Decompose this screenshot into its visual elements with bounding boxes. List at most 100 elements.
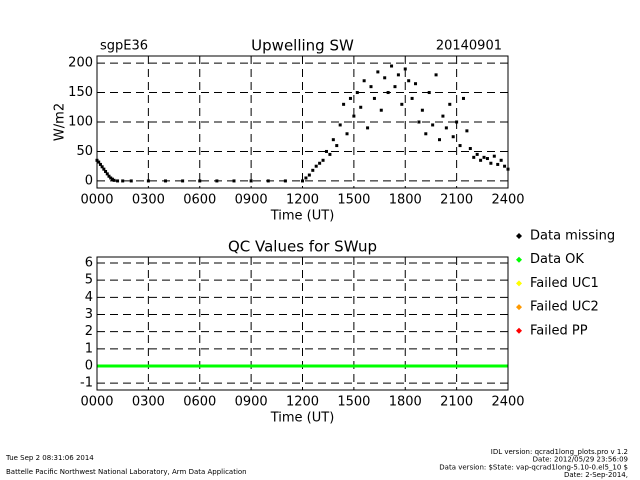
footer-right: Data version: $State: vap-qcrad1long-5.1… (439, 463, 628, 471)
data-point (266, 179, 270, 183)
x-tick-label: 0900 (235, 193, 268, 208)
x-tick-label: 1200 (286, 193, 319, 208)
legend-label: Data missing (530, 229, 615, 244)
y-tick-label: 0 (85, 173, 93, 188)
data-point (301, 179, 304, 183)
data-point (499, 158, 503, 162)
data-point (441, 114, 445, 118)
x-tick-label: 1800 (389, 395, 422, 410)
data-point (496, 162, 500, 166)
x-tick-label: 1800 (389, 193, 422, 208)
plot-frame (96, 55, 509, 189)
legend-marker (516, 280, 522, 287)
footer-right: Date: 2-Sep-2014, (564, 471, 628, 479)
legend-label: Failed UC1 (530, 276, 599, 291)
data-point (489, 161, 493, 165)
data-point (324, 149, 328, 153)
x-tick-label: 1200 (286, 395, 319, 410)
data-point (107, 174, 111, 178)
legend-marker (516, 233, 522, 239)
data-point (338, 123, 342, 127)
x-tick-label: 0300 (132, 395, 165, 410)
data-point (396, 73, 400, 77)
data-point (304, 176, 308, 180)
data-point (492, 154, 496, 158)
y-tick-label: 50 (76, 144, 93, 159)
data-point (465, 129, 469, 133)
date-label: 20140901 (436, 39, 502, 54)
data-point (410, 96, 414, 100)
y-tick-label: 2 (85, 324, 93, 339)
data-point (376, 70, 380, 74)
x-axis-label: Time (UT) (270, 209, 335, 224)
data-point (328, 152, 332, 156)
x-tick-label: 0600 (183, 193, 216, 208)
data-point (431, 123, 435, 127)
data-point (307, 173, 311, 177)
y-tick-label: 1 (85, 341, 93, 356)
x-tick-label: 2400 (491, 193, 524, 208)
legend-marker (516, 256, 522, 263)
y-tick-label: 0 (85, 358, 93, 373)
legend-label: Failed PP (530, 323, 588, 338)
data-point (366, 126, 370, 130)
y-tick-label: 100 (68, 115, 93, 130)
data-point (345, 132, 349, 136)
data-point (359, 105, 363, 109)
data-point (485, 157, 489, 161)
y-axis-label: W/m2 (53, 103, 68, 141)
data-point (444, 126, 448, 130)
data-point (438, 138, 441, 142)
x-tick-label: 0000 (80, 395, 113, 410)
data-point (104, 170, 108, 173)
y-tick-label: 6 (85, 256, 93, 271)
data-point (386, 91, 390, 95)
data-point (403, 67, 407, 71)
legend-marker (516, 304, 522, 311)
data-point (458, 144, 462, 148)
x-tick-label: 1500 (337, 193, 370, 208)
x-tick-label: 0000 (80, 193, 113, 208)
data-point (318, 161, 322, 165)
data-point (448, 102, 452, 106)
data-point (434, 73, 438, 77)
data-point (110, 177, 114, 181)
data-point (181, 179, 185, 183)
data-point (400, 102, 404, 106)
legend-label: Data OK (530, 252, 584, 267)
x-tick-label: 2100 (440, 193, 473, 208)
data-point (97, 160, 101, 164)
plot-frame (96, 256, 509, 391)
x-tick-label: 1500 (337, 395, 370, 410)
data-point (335, 144, 339, 148)
data-point (105, 172, 109, 176)
data-point (198, 179, 202, 183)
data-point (420, 108, 424, 112)
footer-left: Tue Sep 2 08:31:06 2014 (5, 454, 94, 462)
data-point (112, 178, 116, 182)
y-tick-label: 4 (85, 290, 93, 305)
x-tick-label: 0900 (235, 395, 268, 410)
data-point (342, 102, 346, 106)
data-point (383, 76, 387, 80)
x-tick-label: 2100 (440, 395, 473, 410)
data-point (475, 152, 479, 156)
y-tick-label: 200 (68, 56, 93, 71)
data-point (146, 179, 150, 183)
data-point (164, 179, 167, 183)
data-point (355, 91, 359, 95)
data-point (479, 158, 483, 162)
footer-right: IDL version: qcrad1long_plots.pro v 1.2 (491, 448, 628, 456)
data-point (472, 155, 476, 159)
data-point (129, 179, 133, 183)
data-point (121, 179, 125, 183)
data-point (451, 135, 455, 139)
data-point (352, 114, 356, 118)
footer-right: Date: 2012/05/29 23:56:09 (533, 456, 628, 464)
chart-title: Upwelling SW (251, 37, 354, 55)
data-point (249, 179, 253, 183)
data-point (482, 155, 486, 159)
data-point (407, 79, 411, 83)
data-point (461, 96, 465, 100)
legend-label: Failed UC2 (530, 300, 599, 315)
